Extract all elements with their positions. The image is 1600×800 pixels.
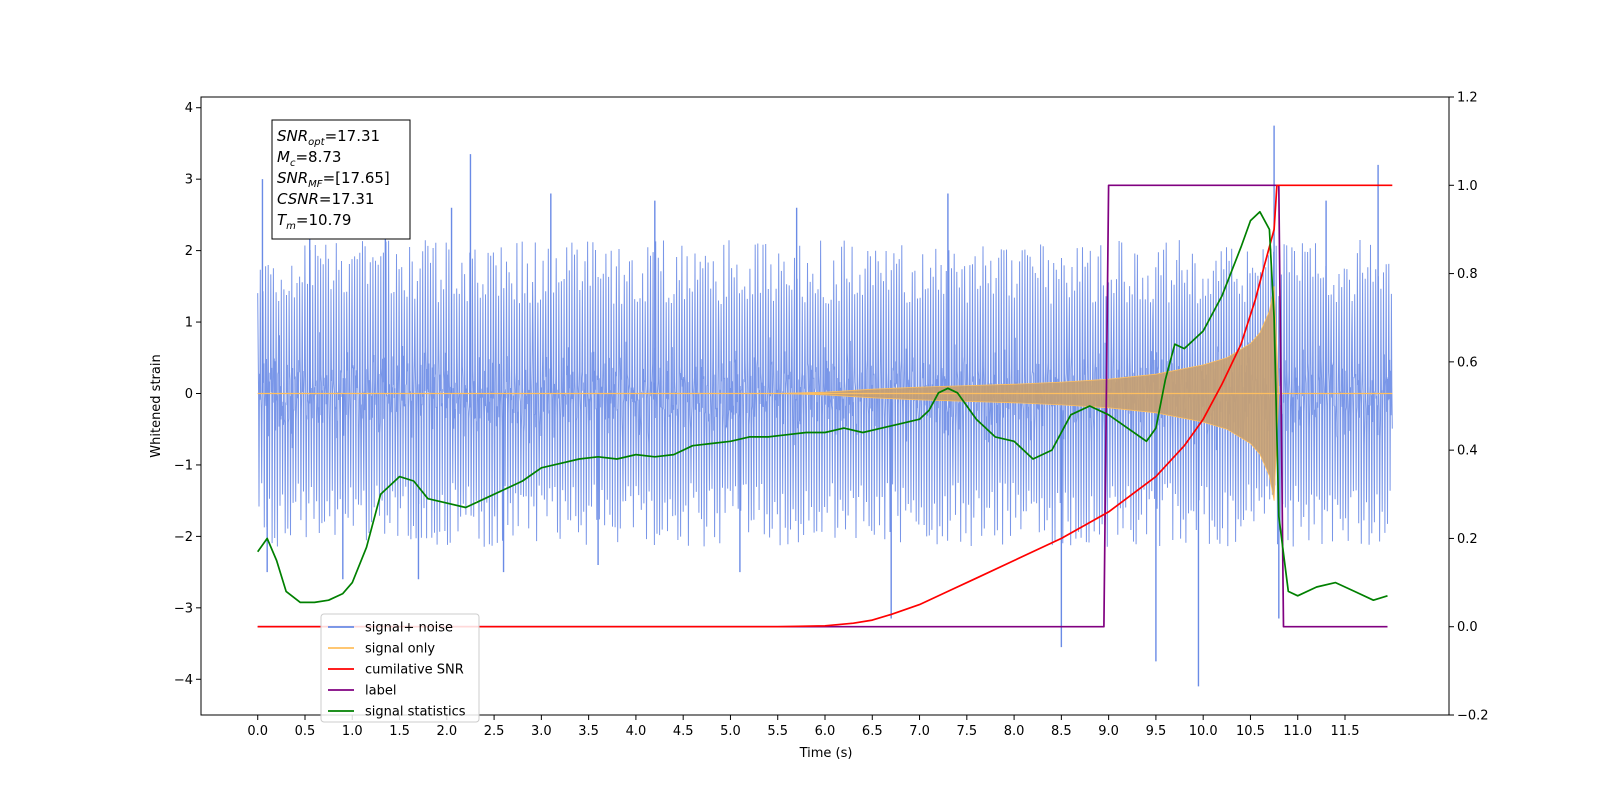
x-tick-label: 9.0 [1098,724,1119,739]
plot-area [257,125,1393,687]
annotation-line: SNRMF=[17.65] [277,169,390,190]
series-signal-noise [257,239,1393,547]
x-tick-label: 5.5 [767,724,788,739]
y-right-tick-label: 1.0 [1457,179,1478,194]
y-axis-label: Whitened strain [149,354,164,457]
annotation-line: Mc=8.73 [277,148,341,169]
x-axis-label: Time (s) [799,746,853,761]
x-tick-label: 10.5 [1236,724,1265,739]
x-tick-label: 11.5 [1331,724,1360,739]
y-right-tick-label: −0.2 [1457,709,1489,724]
y-left-tick-label: 4 [185,101,193,116]
plot-clip-group [257,125,1393,687]
y-right-tick-label: 0.4 [1457,444,1478,459]
x-tick-label: 6.0 [815,724,836,739]
y-right-tick-label: 0.6 [1457,355,1478,370]
legend-label: signal only [365,642,435,657]
y-left-tick-label: 0 [185,387,193,402]
y-right-tick-label: 1.2 [1457,91,1478,106]
x-tick-label: 11.0 [1283,724,1312,739]
x-tick-label: 4.5 [673,724,694,739]
legend-label: cumilative SNR [365,663,464,678]
axes: 0.0 0.5 1.0 1.5 2.0 2.5 3.0 3.5 4.0 4.5 5.0 5.5 6.0 6… [174,91,1489,740]
y-left-tick-label: −4 [174,673,193,688]
x-tick-label: 7.0 [909,724,930,739]
stats-annotation: SNRopt=17.31Mc=8.73SNRMF=[17.65]CSNR=17.… [271,119,411,240]
legend-label: signal statistics [365,705,466,720]
series-signal-statistics [257,210,1388,604]
x-tick-label: 8.5 [1051,724,1072,739]
annotation-box [271,119,411,240]
x-tick-label: 1.5 [389,724,410,739]
x-tick-label: 7.5 [956,724,977,739]
y-left-tick-label: −1 [174,458,193,473]
x-tick-label: 1.0 [342,724,363,739]
x-tick-label: 2.5 [484,724,505,739]
y-right-tick-label: 0.8 [1457,267,1478,282]
x-tick-label: 0.0 [247,724,268,739]
legend-label: label [365,684,396,699]
y-left-tick-label: 1 [185,316,193,331]
y-left-tick-label: −3 [174,601,193,616]
x-tick-label: 8.0 [1004,724,1025,739]
x-tick-label: 10.0 [1189,724,1218,739]
x-tick-label: 6.5 [862,724,883,739]
x-tick-label: 3.5 [578,724,599,739]
x-tick-label: 3.0 [531,724,552,739]
annotation-line: SNRopt=17.31 [277,127,380,148]
annotation-line: CSNR=17.31 [277,190,374,208]
legend-label: signal+ noise [365,621,453,636]
y-left-tick-label: 3 [185,173,193,188]
x-tick-label: 0.5 [295,724,316,739]
x-tick-label: 4.0 [626,724,647,739]
x-tick-label: 5.0 [720,724,741,739]
annotation-line: Tm=10.79 [277,211,351,232]
series-label [257,184,1388,628]
y-right-tick-label: 0.2 [1457,532,1478,547]
legend: signal+ noise signal only cumilative SNR la… [320,613,480,723]
x-tick-label: 9.5 [1146,724,1167,739]
series-cumulative-snr [257,184,1393,628]
x-tick-label: 2.0 [436,724,457,739]
y-left-tick-label: 2 [185,244,193,259]
y-right-tick-label: 0.0 [1457,620,1478,635]
y-left-tick-label: −2 [174,530,193,545]
legend-box [320,613,480,723]
